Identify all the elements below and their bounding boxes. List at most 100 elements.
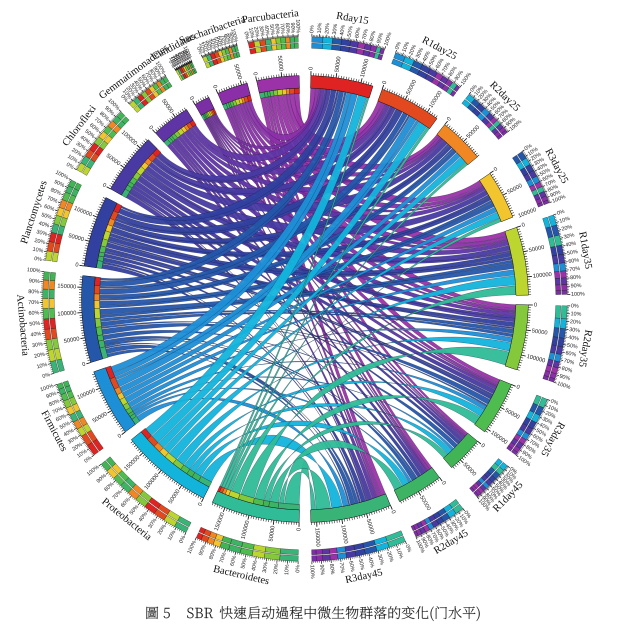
svg-text:50%: 50% (490, 100, 502, 112)
svg-text:10%: 10% (505, 470, 517, 482)
svg-text:0: 0 (515, 384, 520, 391)
svg-text:50000: 50000 (276, 55, 284, 71)
svg-text:50%: 50% (59, 421, 72, 431)
svg-text:20%: 20% (408, 44, 418, 56)
svg-text:100%: 100% (294, 19, 300, 33)
svg-text:70%: 70% (429, 531, 440, 544)
svg-text:60%: 60% (354, 27, 362, 39)
svg-text:90%: 90% (103, 105, 115, 117)
svg-text:0: 0 (446, 116, 453, 122)
svg-text:0: 0 (147, 125, 154, 131)
svg-text:30%: 30% (262, 562, 270, 574)
svg-text:0%: 0% (178, 535, 187, 545)
svg-text:50%: 50% (40, 212, 52, 221)
svg-text:150000: 150000 (57, 284, 76, 291)
svg-text:90%: 90% (181, 49, 191, 62)
svg-text:80%: 80% (448, 65, 459, 77)
svg-text:40%: 40% (538, 422, 551, 432)
svg-text:50%: 50% (539, 167, 552, 177)
svg-text:60%: 60% (347, 561, 355, 573)
svg-text:80%: 80% (570, 274, 581, 281)
svg-text:10%: 10% (121, 88, 133, 100)
svg-text:0%: 0% (119, 94, 129, 104)
svg-text:100%: 100% (414, 539, 425, 554)
svg-text:30%: 30% (569, 327, 581, 334)
svg-text:80%: 80% (369, 30, 378, 42)
svg-text:60%: 60% (176, 51, 186, 64)
svg-text:20%: 20% (530, 151, 543, 162)
svg-text:90%: 90% (151, 65, 162, 77)
svg-text:20%: 20% (71, 442, 83, 453)
svg-text:60%: 60% (531, 433, 544, 444)
svg-text:20%: 20% (385, 551, 394, 563)
svg-text:50%: 50% (357, 559, 365, 571)
svg-text:80%: 80% (547, 184, 559, 194)
svg-text:0%: 0% (469, 84, 479, 94)
svg-text:50%: 50% (136, 76, 147, 88)
svg-text:0%: 0% (404, 544, 413, 554)
svg-text:30%: 30% (32, 341, 44, 349)
svg-text:40%: 40% (63, 428, 76, 439)
svg-text:30%: 30% (171, 54, 181, 67)
svg-text:70%: 70% (46, 195, 58, 205)
svg-text:0%: 0% (571, 303, 579, 309)
svg-text:70%: 70% (569, 266, 581, 273)
svg-text:80%: 80% (484, 492, 496, 504)
svg-text:80%: 80% (179, 50, 189, 63)
svg-text:100%: 100% (556, 381, 571, 391)
svg-text:10%: 10% (167, 529, 178, 542)
svg-text:30%: 30% (415, 47, 425, 60)
svg-text:0%: 0% (524, 143, 534, 152)
svg-text:70%: 70% (112, 489, 124, 501)
svg-text:0: 0 (440, 480, 447, 486)
svg-text:10%: 10% (66, 154, 79, 165)
svg-text:0: 0 (382, 80, 389, 85)
svg-text:30%: 30% (257, 25, 265, 37)
svg-text:70%: 70% (28, 300, 39, 306)
svg-text:20%: 20% (478, 88, 490, 100)
svg-text:50%: 50% (567, 249, 579, 257)
svg-text:0: 0 (534, 303, 537, 309)
svg-text:0: 0 (521, 222, 526, 229)
svg-text:100000: 100000 (339, 524, 348, 544)
svg-text:20%: 20% (169, 55, 180, 68)
svg-text:40%: 40% (263, 25, 270, 37)
svg-text:10%: 10% (197, 42, 207, 54)
svg-text:10%: 10% (36, 362, 48, 371)
svg-text:40%: 40% (132, 79, 143, 91)
svg-text:70%: 70% (338, 562, 345, 574)
svg-text:80%: 80% (98, 111, 110, 123)
svg-text:70%: 70% (278, 23, 285, 34)
svg-text:40%: 40% (38, 221, 50, 230)
svg-text:20%: 20% (157, 524, 168, 537)
svg-text:10%: 10% (32, 247, 44, 255)
svg-text:90%: 90% (419, 537, 429, 550)
svg-text:70%: 70% (362, 28, 370, 40)
svg-text:100%: 100% (187, 540, 198, 555)
svg-text:Rday15: Rday15 (335, 11, 369, 27)
svg-text:10%: 10% (394, 547, 403, 559)
svg-text:50000: 50000 (232, 64, 242, 81)
svg-text:20%: 20% (252, 26, 260, 38)
svg-text:40%: 40% (251, 560, 259, 572)
svg-text:10%: 10% (527, 146, 539, 157)
svg-text:0%: 0% (309, 25, 315, 33)
svg-text:20%: 20% (201, 40, 211, 52)
svg-text:40%: 40% (339, 24, 346, 36)
svg-text:0: 0 (197, 502, 204, 508)
svg-text:60%: 60% (215, 35, 224, 47)
svg-text:80%: 80% (103, 481, 115, 493)
svg-text:30%: 30% (449, 520, 460, 532)
svg-text:0%: 0% (394, 41, 402, 51)
svg-text:0: 0 (82, 362, 87, 369)
svg-text:40%: 40% (444, 523, 455, 536)
svg-text:60%: 60% (229, 555, 238, 567)
svg-text:40%: 40% (565, 241, 577, 249)
svg-text:0%: 0% (508, 466, 518, 476)
svg-text:50%: 50% (212, 36, 221, 48)
svg-text:50000: 50000 (531, 328, 548, 336)
svg-text:50%: 50% (29, 321, 40, 328)
svg-text:20%: 20% (324, 23, 331, 34)
svg-text:70%: 70% (219, 552, 228, 564)
svg-text:20%: 20% (273, 563, 280, 575)
